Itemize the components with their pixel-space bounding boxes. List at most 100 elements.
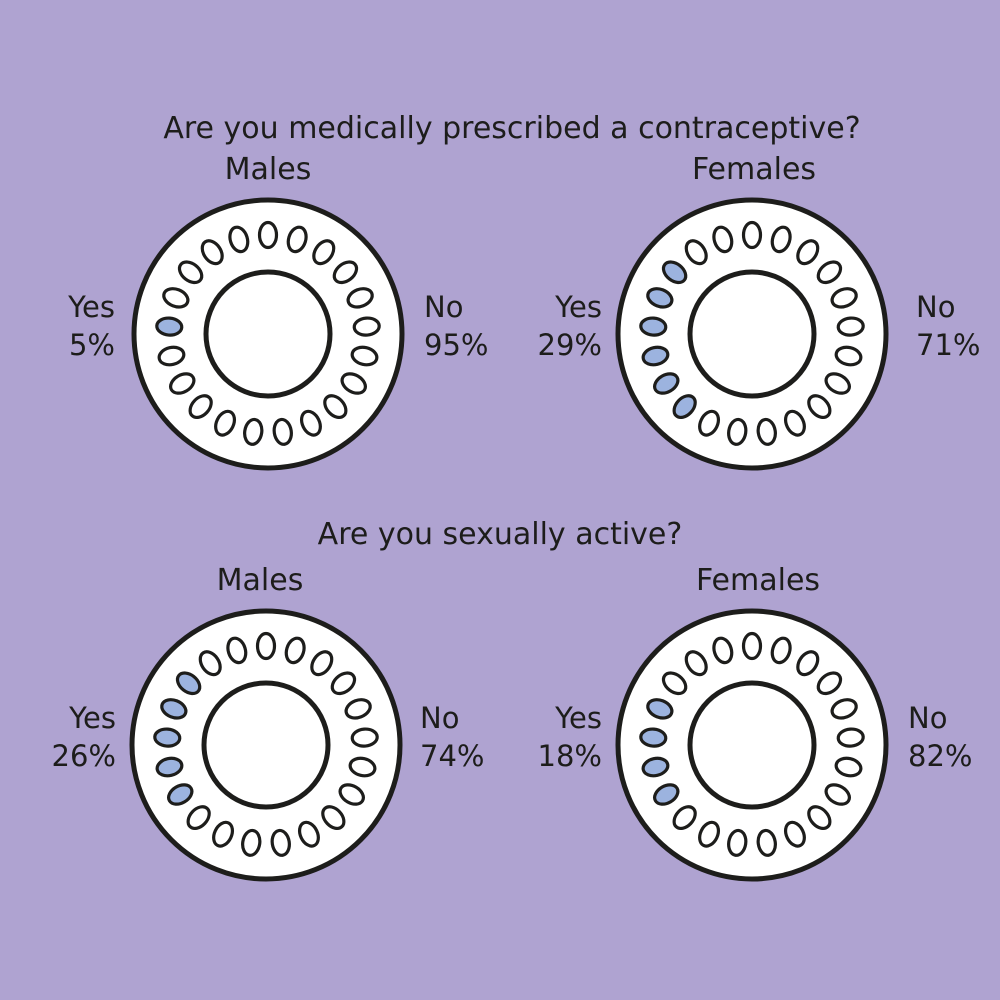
pill-empty: [836, 316, 865, 337]
pill-empty: [661, 671, 688, 696]
pill-empty: [834, 345, 863, 367]
pill-empty: [698, 409, 721, 437]
yes-value: 26%: [51, 739, 116, 773]
pill-empty: [286, 225, 308, 254]
pill-filled: [646, 287, 674, 309]
pill-filled: [646, 698, 674, 720]
question-sexually-active: Are you sexually active?: [317, 517, 683, 552]
yes-category: Yes: [69, 701, 116, 735]
pill-filled: [153, 727, 182, 748]
pill-filled: [167, 783, 194, 806]
pill-empty: [284, 636, 306, 665]
pill-empty: [712, 636, 734, 665]
pill-filled: [653, 372, 680, 395]
pill-empty: [684, 239, 708, 266]
yes-label: Yes 29%: [522, 288, 602, 364]
pill-empty: [330, 671, 357, 696]
pill-pack-dial: [615, 197, 889, 471]
pill-empty: [684, 650, 708, 677]
pill-empty: [321, 805, 346, 831]
pill-filled: [175, 671, 202, 696]
pill-empty: [297, 820, 320, 848]
yes-category: Yes: [555, 701, 602, 735]
pill-empty: [212, 820, 235, 848]
pill-empty: [727, 417, 748, 446]
pill-pack-dial: [131, 197, 405, 471]
yes-label: Yes 5%: [35, 288, 115, 364]
pill-empty: [255, 631, 277, 661]
pill-filled: [661, 260, 688, 285]
pill-empty: [698, 820, 721, 848]
pill-empty: [157, 345, 186, 367]
chart-active-males: Males Yes 26% No 74%: [52, 563, 628, 943]
pill-empty: [162, 287, 190, 309]
dial-inner-ring: [201, 680, 331, 810]
pill-empty: [770, 636, 792, 665]
pill-empty: [836, 727, 865, 748]
pill-empty: [350, 345, 379, 367]
pill-pack-dial: [129, 608, 403, 882]
pill-empty: [816, 671, 843, 696]
pill-empty: [200, 239, 224, 266]
pill-empty: [241, 828, 262, 857]
pill-empty: [741, 220, 763, 250]
pill-empty: [352, 316, 381, 337]
chart-title: Males: [216, 563, 304, 598]
pill-empty: [727, 828, 748, 857]
pill-filled: [653, 783, 680, 806]
pill-empty: [344, 698, 372, 720]
no-category: No: [908, 701, 948, 735]
no-value: 95%: [424, 328, 489, 362]
chart-title: Females: [695, 563, 821, 598]
yes-label: Yes 26%: [36, 699, 116, 775]
pill-empty: [346, 287, 374, 309]
no-category: No: [916, 290, 956, 324]
pill-empty: [783, 409, 806, 437]
pill-empty: [712, 225, 734, 254]
pill-empty: [756, 828, 777, 857]
pill-filled: [639, 727, 668, 748]
pill-empty: [796, 650, 820, 677]
no-label: No 71%: [916, 288, 996, 364]
pill-empty: [348, 756, 377, 778]
pill-empty: [807, 394, 832, 420]
pill-empty: [783, 820, 806, 848]
pill-filled: [155, 316, 184, 337]
pill-empty: [816, 260, 843, 285]
pill-empty: [312, 239, 336, 266]
pill-empty: [672, 805, 697, 831]
pill-empty: [198, 650, 222, 677]
pill-empty: [756, 417, 777, 446]
pill-filled: [641, 756, 670, 778]
pill-empty: [299, 409, 322, 437]
yes-label: Yes 18%: [522, 699, 602, 775]
chart-active-females: Females Yes 18% No 82%: [538, 563, 1000, 943]
chart-title: Females: [691, 152, 817, 187]
question-prescribed: Are you medically prescribed a contracep…: [163, 111, 861, 146]
pill-empty: [270, 828, 291, 857]
no-label: No 82%: [908, 699, 988, 775]
chart-title: Males: [224, 152, 312, 187]
pill-empty: [824, 372, 851, 395]
pill-empty: [257, 220, 279, 250]
pill-empty: [807, 805, 832, 831]
pill-empty: [272, 417, 293, 446]
pill-filled: [160, 698, 188, 720]
yes-value: 5%: [68, 328, 115, 362]
pill-empty: [323, 394, 348, 420]
pill-empty: [834, 756, 863, 778]
pill-filled: [641, 345, 670, 367]
yes-value: 18%: [537, 739, 602, 773]
yes-category: Yes: [555, 290, 602, 324]
pill-empty: [188, 394, 213, 420]
no-label: No 95%: [424, 288, 504, 364]
pill-empty: [226, 636, 248, 665]
no-category: No: [420, 701, 460, 735]
pill-empty: [824, 783, 851, 806]
dial-inner-ring: [687, 269, 817, 399]
pill-filled: [639, 316, 668, 337]
pill-pack-dial: [615, 608, 889, 882]
pill-empty: [796, 239, 820, 266]
pill-empty: [332, 260, 359, 285]
pill-filled: [672, 394, 697, 420]
